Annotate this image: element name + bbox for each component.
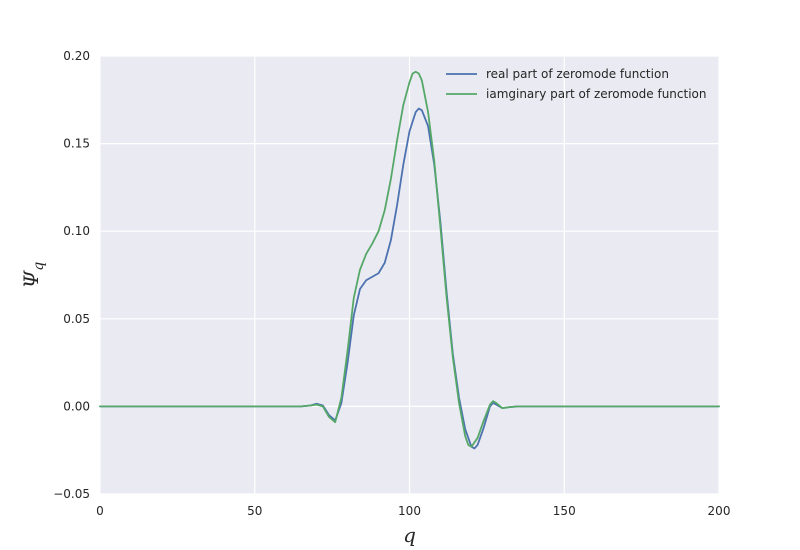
series-line-imaginary [99, 70, 720, 448]
series-lines [99, 70, 720, 450]
legend: real part of zeromode function iamginary… [446, 67, 707, 101]
legend-entry-real: real part of zeromode function [486, 67, 669, 81]
x-tick-label: 0 [96, 504, 104, 518]
y-tick-label: 0.20 [63, 49, 90, 63]
x-tick-label: 50 [247, 504, 262, 518]
y-tick-label: 0.10 [63, 224, 90, 238]
x-axis-label: q [403, 523, 416, 547]
y-tick-label: 0.15 [63, 137, 90, 151]
x-tick-label: 150 [553, 504, 576, 518]
y-axis-label-sub: q [31, 262, 47, 271]
x-tick-label: 200 [708, 504, 731, 518]
series-line-real [99, 107, 720, 450]
y-axis-label: Ψq [19, 262, 47, 289]
y-axis-label-main: Ψ [19, 269, 43, 288]
y-tick-labels: −0.05 0.00 0.05 0.10 0.15 0.20 [53, 49, 90, 501]
y-tick-label: 0.05 [63, 312, 90, 326]
y-tick-label: 0.00 [63, 399, 90, 413]
x-tick-label: 100 [398, 504, 421, 518]
legend-entry-imaginary: iamginary part of zeromode function [486, 87, 707, 101]
y-tick-label: −0.05 [53, 487, 90, 501]
x-tick-labels: 0 50 100 150 200 [96, 504, 730, 518]
